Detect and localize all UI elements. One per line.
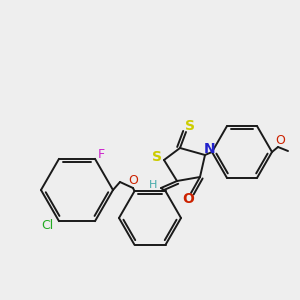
- Text: F: F: [98, 148, 105, 161]
- Text: O: O: [275, 134, 285, 148]
- Text: N: N: [204, 142, 216, 156]
- Text: O: O: [128, 173, 138, 187]
- Text: O: O: [182, 192, 194, 206]
- Text: S: S: [185, 119, 195, 133]
- Text: H: H: [149, 180, 157, 190]
- Text: Cl: Cl: [42, 219, 54, 232]
- Text: S: S: [152, 150, 162, 164]
